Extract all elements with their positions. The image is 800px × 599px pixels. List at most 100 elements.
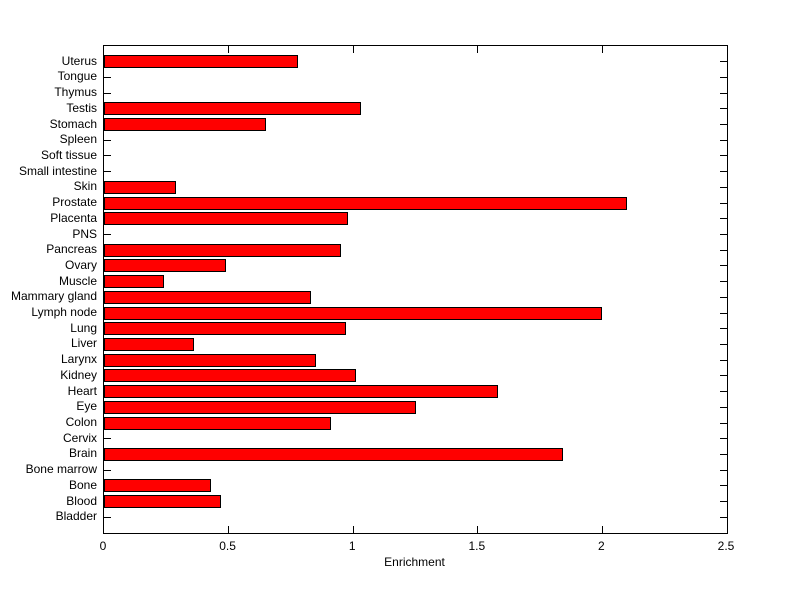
ytick-label-lung: Lung [70, 320, 97, 335]
xtick-bottom-0.5 [228, 526, 230, 533]
ytick-label-prostate: Prostate [52, 195, 97, 210]
ytick-label-cervix: Cervix [62, 430, 97, 445]
xtick-label-1: 1 [348, 539, 356, 553]
bar-brain [104, 447, 563, 461]
ytick-label-pns: PNS [72, 226, 97, 241]
ytick-label-placenta: Placenta [50, 210, 97, 225]
xtick-label-2: 2 [598, 539, 605, 553]
ytick-label-pancreas: Pancreas [46, 242, 97, 257]
ytick-right-lymph-node [720, 312, 727, 314]
ytick-label-bone: Bone [68, 477, 97, 492]
ytick-label-spleen: Spleen [59, 132, 97, 147]
bar-skin [104, 180, 176, 194]
ytick-label-heart: Heart [67, 383, 97, 398]
ytick-right-uterus [720, 61, 727, 63]
bar-ovary [104, 259, 226, 273]
ytick-label-lymph-node: Lymph node [31, 305, 97, 320]
ytick-left-bone-marrow [104, 469, 111, 471]
bar-lymph-node [104, 306, 602, 320]
bar-eye [104, 400, 416, 414]
bar-colon [104, 416, 331, 430]
ytick-left-cervix [104, 438, 111, 440]
ytick-right-prostate [720, 202, 727, 204]
ytick-label-eye: Eye [76, 399, 97, 414]
ytick-label-bladder: Bladder [55, 509, 97, 524]
plot-area [103, 45, 728, 534]
ytick-right-bone-marrow [720, 469, 727, 471]
ytick-label-bone-marrow: Bone marrow [25, 462, 97, 477]
ytick-right-kidney [720, 375, 727, 377]
bar-muscle [104, 275, 164, 289]
ytick-label-colon: Colon [65, 415, 97, 430]
ytick-right-bone [720, 485, 727, 487]
bar-placenta [104, 212, 348, 226]
ytick-label-liver: Liver [70, 336, 97, 351]
ytick-label-brain: Brain [68, 446, 97, 461]
ytick-right-placenta [720, 218, 727, 220]
ytick-label-small-intestine: Small intestine [18, 163, 97, 178]
xtick-top-2 [601, 46, 603, 53]
ytick-left-small-intestine [104, 171, 111, 173]
ytick-right-bladder [720, 516, 727, 518]
ytick-left-thymus [104, 92, 111, 94]
xtick-label-0: 0 [99, 539, 107, 553]
ytick-right-tongue [720, 76, 727, 78]
ytick-right-spleen [720, 139, 727, 141]
ytick-right-small-intestine [720, 171, 727, 173]
ytick-left-bladder [104, 516, 111, 518]
bar-lung [104, 322, 346, 336]
ytick-right-cervix [720, 438, 727, 440]
ytick-label-muscle: Muscle [58, 273, 97, 288]
ytick-right-muscle [720, 281, 727, 283]
ytick-right-skin [720, 186, 727, 188]
ytick-left-soft-tissue [104, 155, 111, 157]
ytick-label-skin: Skin [73, 179, 97, 194]
ytick-right-mammary-gland [720, 296, 727, 298]
bar-kidney [104, 369, 356, 383]
ytick-left-tongue [104, 76, 111, 78]
xtick-top-1.5 [477, 46, 479, 53]
xtick-top-0.5 [228, 46, 230, 53]
xtick-top-1 [352, 46, 354, 53]
bar-mammary-gland [104, 290, 311, 304]
ytick-right-lung [720, 328, 727, 330]
ytick-left-pns [104, 234, 111, 236]
xtick-bottom-1.5 [477, 526, 479, 533]
ytick-right-pancreas [720, 249, 727, 251]
bar-stomach [104, 118, 266, 132]
ytick-label-mammary-gland: Mammary gland [10, 289, 97, 304]
bar-bone [104, 479, 211, 493]
ytick-left-spleen [104, 139, 111, 141]
ytick-right-liver [720, 343, 727, 345]
ytick-right-soft-tissue [720, 155, 727, 157]
bar-testis [104, 102, 361, 116]
ytick-label-tongue: Tongue [57, 69, 97, 84]
ytick-right-colon [720, 422, 727, 424]
ytick-label-blood: Blood [66, 493, 97, 508]
ytick-right-eye [720, 406, 727, 408]
bar-pancreas [104, 243, 341, 257]
ytick-label-larynx: Larynx [60, 352, 97, 367]
ytick-label-soft-tissue: Soft tissue [40, 147, 97, 162]
bar-liver [104, 337, 194, 351]
ytick-right-blood [720, 501, 727, 503]
ytick-label-kidney: Kidney [60, 367, 97, 382]
bar-larynx [104, 353, 316, 367]
ytick-right-ovary [720, 265, 727, 267]
ytick-right-pns [720, 234, 727, 236]
bar-heart [104, 385, 498, 399]
ytick-label-uterus: Uterus [61, 53, 97, 68]
xtick-label-0.5: 0.5 [219, 539, 236, 553]
ytick-label-testis: Testis [66, 100, 97, 115]
ytick-right-stomach [720, 124, 727, 126]
x-axis-label: Enrichment [384, 555, 445, 569]
bar-blood [104, 495, 221, 509]
ytick-label-stomach: Stomach [49, 116, 97, 131]
ytick-right-larynx [720, 359, 727, 361]
xtick-bottom-1 [352, 526, 354, 533]
bar-prostate [104, 196, 627, 210]
xtick-label-1.5: 1.5 [468, 539, 486, 553]
xtick-label-2.5: 2.5 [717, 539, 735, 553]
ytick-right-heart [720, 391, 727, 393]
